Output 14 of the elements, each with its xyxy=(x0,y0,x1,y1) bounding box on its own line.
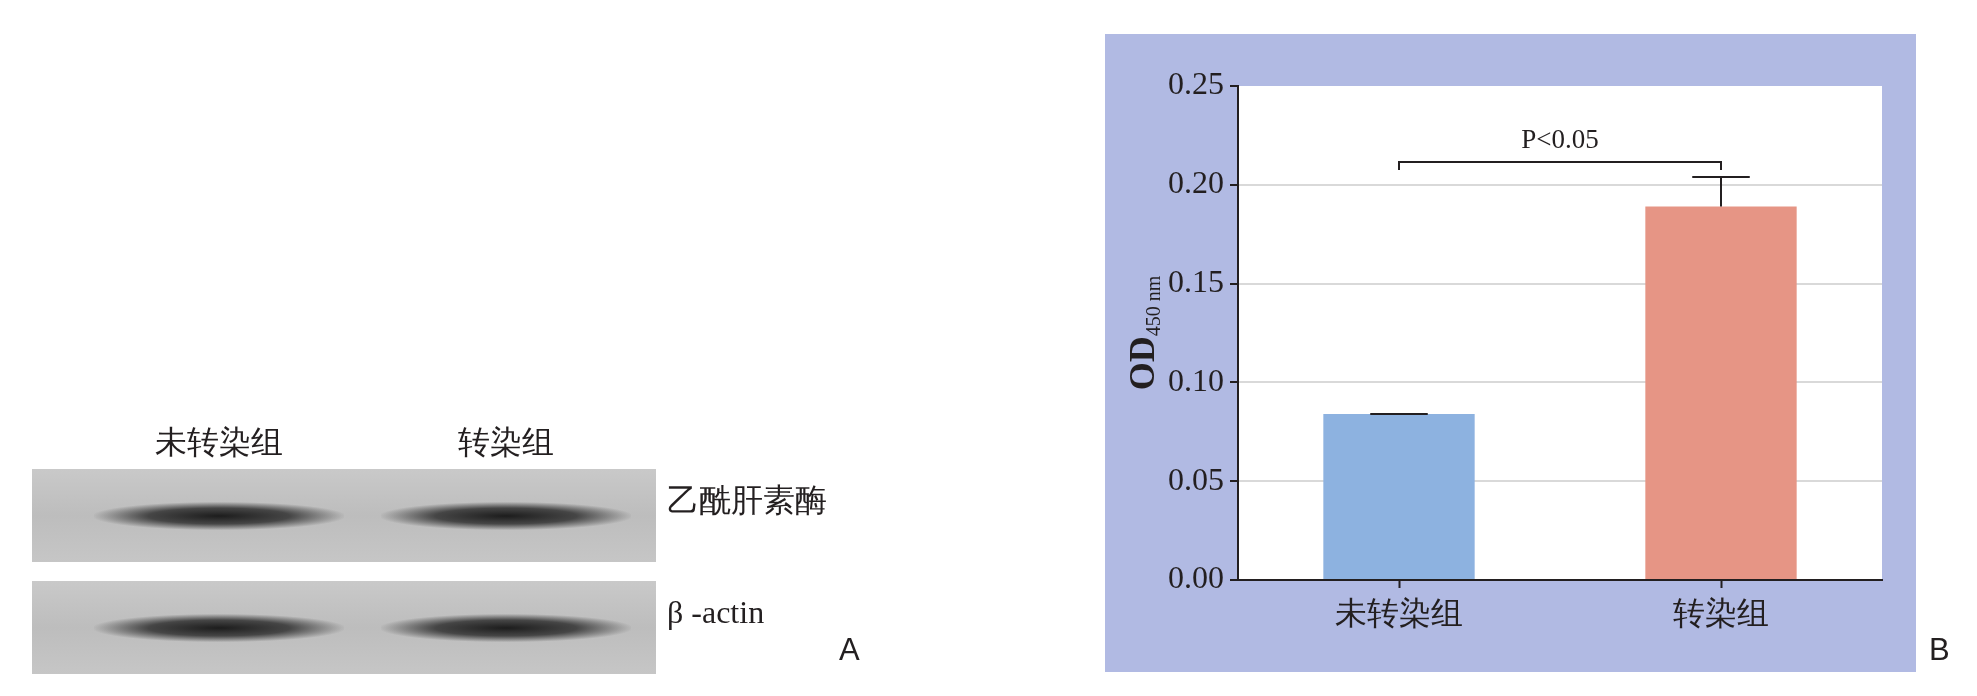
category-label: β -actin xyxy=(667,593,765,630)
text: A xyxy=(839,632,860,667)
y-tick-label: 0.15 xyxy=(1168,263,1224,300)
y-tick-label: 0.00 xyxy=(1168,559,1224,596)
category-label: 乙酰肝素酶 xyxy=(667,481,827,518)
y-tick-label: 0.25 xyxy=(1168,65,1224,102)
category-label: 转染组 xyxy=(457,424,556,460)
y-axis-title: OD450 nm xyxy=(1122,275,1164,391)
y-tick-label: 0.20 xyxy=(1168,164,1224,201)
category-label: 未转染组 xyxy=(154,424,285,460)
text: B xyxy=(1929,632,1950,667)
y-tick-label: 0.05 xyxy=(1168,460,1224,497)
annotation: P<0.05 xyxy=(1521,123,1599,154)
y-tick-label: 0.10 xyxy=(1168,361,1224,398)
